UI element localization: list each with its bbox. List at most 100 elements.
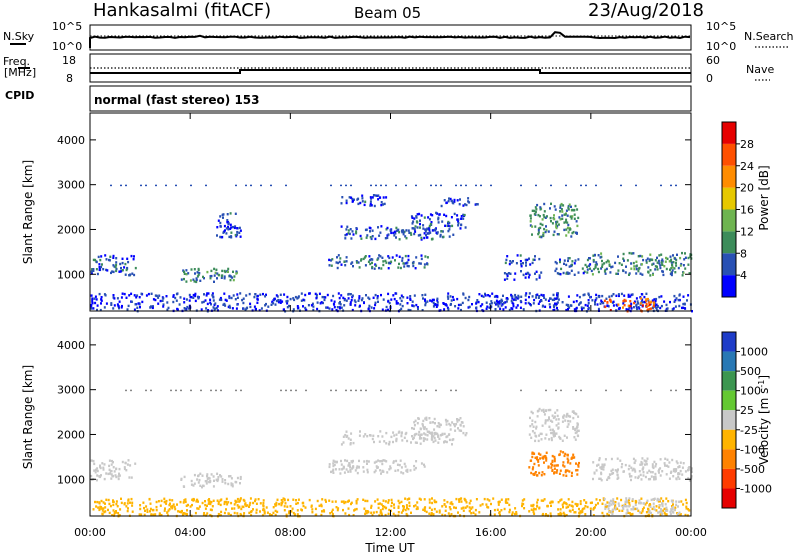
data-cell [416,501,419,504]
data-cell [567,498,570,501]
data-cell [635,297,638,300]
data-cell [341,196,344,199]
data-cell [232,270,234,273]
data-cell [564,213,567,216]
data-cell [349,443,352,446]
data-cell [183,272,186,275]
data-cell [267,305,270,308]
data-cell [369,200,372,203]
data-cell [375,465,378,468]
data-cell [224,479,227,482]
data-cell [628,306,631,309]
data-cell [570,504,573,507]
power-colorbar-tick: 4 [740,269,747,282]
range-dot [430,184,432,187]
data-cell [538,276,541,279]
data-cell [345,256,348,259]
data-cell [642,474,645,477]
data-cell [680,262,683,266]
data-cell [326,293,329,297]
data-cell [689,253,692,256]
data-cell [204,507,207,510]
data-cell [229,475,232,478]
data-cell [242,297,245,300]
data-cell [601,465,603,469]
range-dot [150,389,152,392]
data-cell [543,227,546,231]
data-cell [385,228,388,231]
data-cell [617,293,620,296]
data-cell [516,254,519,257]
power-ytick-label: 4000 [57,134,85,147]
data-cell [316,307,319,311]
data-cell [275,294,278,297]
data-cell [607,507,610,510]
data-cell [225,500,228,504]
data-cell [265,293,267,296]
data-cell [212,499,215,502]
data-cell [420,214,423,217]
data-cell [382,505,384,508]
data-cell [438,509,441,512]
data-cell [270,303,273,306]
data-cell [195,277,198,280]
data-cell [213,280,215,283]
data-cell [330,299,333,302]
data-cell [395,300,398,303]
data-cell [205,294,208,297]
data-cell [621,463,624,466]
data-cell [648,469,651,472]
data-cell [423,236,426,240]
data-cell [572,230,575,234]
data-cell [610,510,613,513]
range-dot [395,184,397,187]
range-dot [305,389,307,392]
data-cell [419,222,421,226]
data-cell [426,434,429,437]
data-cell [405,512,408,516]
data-cell [427,227,430,230]
data-cell [146,508,149,511]
data-cell [354,469,357,472]
data-cell [230,296,233,300]
data-cell [531,233,533,236]
data-cell [197,267,200,271]
range-dot [210,389,212,392]
data-cell [273,297,276,300]
data-cell [428,431,431,435]
data-cell [105,268,108,272]
data-cell [468,502,471,505]
data-cell [418,497,421,500]
velocity-colorbar-segment [722,332,736,352]
data-cell [445,440,448,444]
data-cell [380,293,382,297]
data-cell [455,423,458,426]
data-cell [225,299,228,302]
data-cell [628,464,631,468]
data-cell [388,440,391,444]
data-cell [505,258,508,262]
data-cell [411,300,414,303]
data-cell [617,307,620,310]
data-cell [437,441,440,444]
data-cell [377,198,380,201]
data-cell [665,473,668,476]
data-cell [101,509,104,512]
data-cell [497,503,500,506]
data-cell [672,475,675,478]
data-cell [628,501,631,505]
data-cell [395,226,398,230]
data-cell [688,272,691,275]
data-cell [470,507,473,510]
data-cell [206,475,208,478]
data-cell [501,299,504,303]
data-cell [410,511,412,514]
data-cell [424,417,427,420]
power-data-cells [90,184,693,313]
data-cell [328,258,331,262]
data-cell [655,303,658,306]
data-cell [498,302,501,305]
data-cell [564,419,567,422]
data-cell [680,500,683,503]
data-cell [293,298,296,302]
